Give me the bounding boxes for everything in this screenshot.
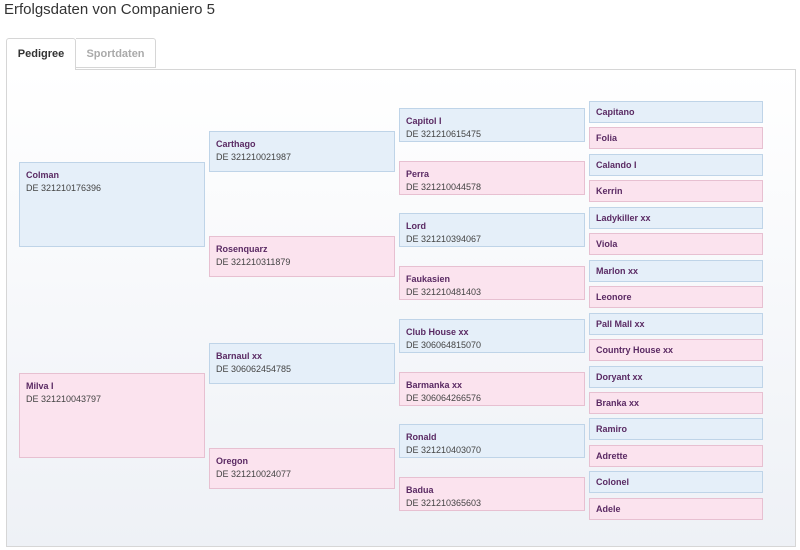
horse-card-dam[interactable]: Milva I DE 321210043797 xyxy=(19,373,205,458)
horse-registration: DE 321210403070 xyxy=(406,445,482,455)
horse-name: Faukasien xyxy=(406,274,451,284)
horse-card[interactable]: Viola xyxy=(589,233,763,255)
horse-name: Capitol I xyxy=(406,116,442,126)
horse-name: Calando I xyxy=(596,159,637,170)
horse-name: Kerrin xyxy=(596,185,623,196)
horse-registration: DE 306064266576 xyxy=(406,393,482,403)
horse-card[interactable]: Adrette xyxy=(589,445,763,467)
horse-name: Colman xyxy=(26,170,60,180)
horse-card[interactable]: Country House xx xyxy=(589,339,763,361)
horse-card[interactable]: Club House xx DE 306064815070 xyxy=(399,319,585,353)
horse-name: Pall Mall xx xyxy=(596,318,645,329)
horse-registration: DE 321210043797 xyxy=(26,394,102,404)
horse-registration: DE 321210615475 xyxy=(406,129,482,139)
horse-registration: DE 321210044578 xyxy=(406,182,482,192)
horse-name: Club House xx xyxy=(406,327,469,337)
horse-card[interactable]: Lord DE 321210394067 xyxy=(399,213,585,247)
pedigree-panel: Colman DE 321210176396 Milva I DE 321210… xyxy=(6,69,796,547)
horse-name: Ramiro xyxy=(596,423,628,434)
horse-registration: DE 306062454785 xyxy=(216,364,292,374)
horse-name: Branka xx xyxy=(596,397,640,408)
horse-name: Folia xyxy=(596,132,618,143)
horse-name: Barmanka xx xyxy=(406,380,463,390)
horse-card[interactable]: Kerrin xyxy=(589,180,763,202)
horse-card[interactable]: Rosenquarz DE 321210311879 xyxy=(209,236,395,277)
horse-registration: DE 321210365603 xyxy=(406,498,482,508)
horse-card[interactable]: Folia xyxy=(589,127,763,149)
horse-card[interactable]: Ladykiller xx xyxy=(589,207,763,229)
horse-card[interactable]: Ronald DE 321210403070 xyxy=(399,424,585,458)
horse-card[interactable]: Ramiro xyxy=(589,418,763,440)
horse-card[interactable]: Colonel xyxy=(589,471,763,493)
horse-card[interactable]: Carthago DE 321210021987 xyxy=(209,131,395,172)
horse-name: Ronald xyxy=(406,432,437,442)
horse-registration: DE 306064815070 xyxy=(406,340,482,350)
tab-pedigree[interactable]: Pedigree xyxy=(6,38,76,70)
horse-card[interactable]: Pall Mall xx xyxy=(589,313,763,335)
horse-card[interactable]: Barnaul xx DE 306062454785 xyxy=(209,343,395,384)
page-title: Erfolgsdaten von Companiero 5 xyxy=(4,1,215,18)
horse-card[interactable]: Leonore xyxy=(589,286,763,308)
horse-name: Milva I xyxy=(26,381,54,391)
horse-card[interactable]: Perra DE 321210044578 xyxy=(399,161,585,195)
horse-name: Rosenquarz xyxy=(216,244,268,254)
horse-name: Viola xyxy=(596,238,618,249)
horse-card[interactable]: Badua DE 321210365603 xyxy=(399,477,585,511)
horse-card-sire[interactable]: Colman DE 321210176396 xyxy=(19,162,205,247)
horse-name: Country House xx xyxy=(596,344,674,355)
horse-name: Badua xyxy=(406,485,434,495)
horse-card[interactable]: Capitano xyxy=(589,101,763,123)
horse-registration: DE 321210024077 xyxy=(216,469,292,479)
horse-name: Ladykiller xx xyxy=(596,212,651,223)
horse-name: Leonore xyxy=(596,291,632,302)
horse-name: Carthago xyxy=(216,139,256,149)
horse-card[interactable]: Oregon DE 321210024077 xyxy=(209,448,395,489)
horse-card[interactable]: Capitol I DE 321210615475 xyxy=(399,108,585,142)
horse-name: Perra xyxy=(406,169,430,179)
horse-name: Adrette xyxy=(596,450,628,461)
horse-card[interactable]: Branka xx xyxy=(589,392,763,414)
horse-name: Doryant xx xyxy=(596,371,643,382)
horse-name: Colonel xyxy=(596,476,629,487)
horse-name: Marlon xx xyxy=(596,265,639,276)
horse-card[interactable]: Doryant xx xyxy=(589,366,763,388)
horse-card[interactable]: Barmanka xx DE 306064266576 xyxy=(399,372,585,406)
horse-registration: DE 321210481403 xyxy=(406,287,482,297)
horse-name: Lord xyxy=(406,221,426,231)
horse-card[interactable]: Marlon xx xyxy=(589,260,763,282)
horse-name: Barnaul xx xyxy=(216,351,263,361)
horse-name: Adele xyxy=(596,503,621,514)
horse-registration: DE 321210394067 xyxy=(406,234,482,244)
horse-registration: DE 321210176396 xyxy=(26,183,102,193)
horse-registration: DE 321210311879 xyxy=(216,257,291,267)
horse-name: Oregon xyxy=(216,456,249,466)
horse-registration: DE 321210021987 xyxy=(216,152,292,162)
horse-name: Capitano xyxy=(596,106,635,117)
horse-card[interactable]: Adele xyxy=(589,498,763,520)
horse-card[interactable]: Calando I xyxy=(589,154,763,176)
tab-sportdaten[interactable]: Sportdaten xyxy=(76,38,156,68)
horse-card[interactable]: Faukasien DE 321210481403 xyxy=(399,266,585,300)
